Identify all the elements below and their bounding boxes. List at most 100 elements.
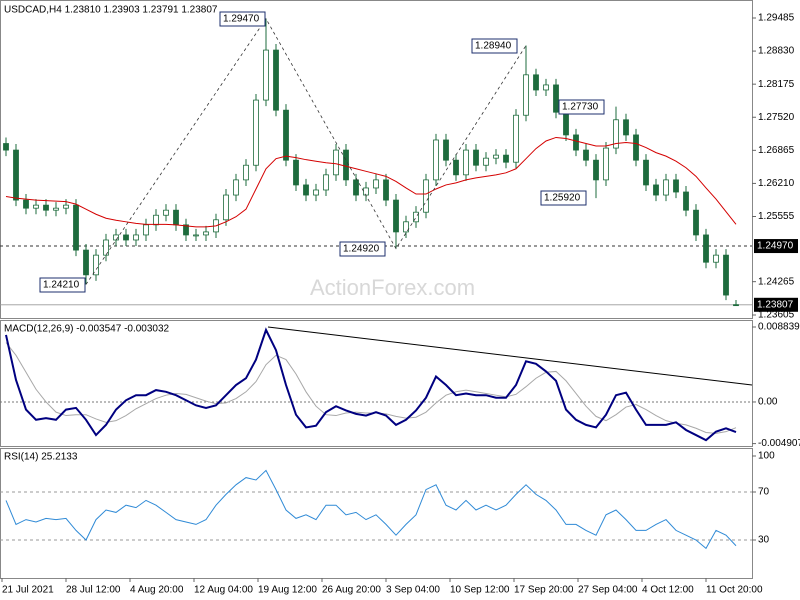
candle-body (103, 239, 109, 256)
candle-body (173, 209, 179, 226)
candle-body (723, 254, 729, 296)
candle-body (653, 184, 659, 196)
x-tick-label: 17 Sep 20:00 (514, 585, 574, 596)
candle-body (143, 224, 149, 236)
annotation-box (471, 38, 518, 54)
y-tick-label: 1.23605 (758, 310, 795, 321)
y-tick-label: 1.26210 (758, 178, 795, 189)
candle-body (283, 109, 289, 161)
candle-body (593, 159, 599, 181)
candle-body (23, 199, 29, 209)
candle-body (413, 211, 419, 223)
candle-body (613, 119, 619, 149)
annotation: 1.24920 (343, 244, 380, 255)
candle-body (533, 74, 539, 91)
price-tag (754, 239, 798, 254)
candle-body (3, 143, 9, 151)
y-tick-label: 1.28830 (758, 46, 795, 57)
candle-body (633, 134, 639, 161)
candle-body (503, 154, 509, 163)
candle-body (453, 159, 459, 176)
candle-body (63, 204, 69, 209)
price-panel (0, 0, 753, 319)
candle-body (403, 221, 409, 233)
candle-body (733, 304, 739, 307)
annotation: 1.27730 (562, 102, 599, 113)
rsi-line (5, 469, 737, 550)
candle-body (343, 149, 349, 181)
y-tick-label: 100 (758, 451, 775, 462)
annotation-box (39, 277, 86, 293)
candle-body (13, 149, 19, 201)
candle-body (243, 164, 249, 181)
rsi-title: RSI(14) 25.2133 (4, 452, 78, 463)
annotation: 1.24210 (43, 280, 80, 291)
y-tick-label: 1.27520 (758, 112, 795, 123)
x-tick-label: 12 Aug 04:00 (194, 585, 253, 596)
price-tag-label: 1.24970 (757, 241, 794, 252)
x-tick-label: 19 Aug 12:00 (258, 585, 317, 596)
x-tick-label: 11 Oct 20:00 (706, 585, 763, 596)
moving-average (5, 136, 737, 228)
x-tick-label: 10 Sep 12:00 (450, 585, 510, 596)
candle-body (473, 149, 479, 166)
candle-body (563, 111, 569, 136)
candle-body (663, 179, 669, 196)
candle-body (483, 157, 489, 166)
y-tick-label: 70 (758, 487, 770, 498)
candle-body (513, 114, 519, 163)
candle-body (123, 234, 129, 241)
candle-body (673, 179, 679, 193)
x-tick-label: 3 Sep 04:00 (386, 585, 440, 596)
candle-body (233, 179, 239, 196)
candle-body (393, 199, 399, 233)
candle-body (43, 204, 49, 211)
candle-body (603, 147, 609, 181)
x-tick-label: 4 Oct 12:00 (642, 585, 694, 596)
candle-body (203, 231, 209, 236)
annotation-box (339, 241, 386, 257)
candle-body (703, 234, 709, 263)
x-tick-label: 28 Jul 12:00 (66, 585, 121, 596)
candle-body (493, 154, 499, 159)
candle-body (353, 179, 359, 196)
annotation: 1.29470 (223, 14, 260, 25)
annotation: 1.25920 (544, 193, 581, 204)
price-tag (754, 297, 798, 312)
candle-body (223, 194, 229, 221)
candle-body (253, 99, 259, 166)
y-tick-label: 30 (758, 535, 770, 546)
y-tick-label: 0.00 (758, 397, 778, 408)
candle-body (463, 149, 469, 176)
price-title: USDCAD,H4 1.23810 1.23903 1.23791 1.2380… (4, 5, 218, 16)
candle-body (433, 139, 439, 181)
x-tick-label: 26 Aug 20:00 (322, 585, 381, 596)
candle-body (303, 184, 309, 196)
macd-title: MACD(12,26,9) -0.003547 -0.003032 (4, 324, 170, 335)
candle-body (623, 119, 629, 136)
candle-body (193, 234, 199, 237)
candle-body (523, 74, 529, 116)
candle-body (693, 209, 699, 236)
candle-body (713, 254, 719, 263)
price-tag-label: 1.23807 (757, 299, 794, 310)
macd-line (5, 327, 737, 442)
candle-body (133, 234, 139, 241)
candle-body (383, 179, 389, 201)
candle-body (53, 207, 59, 211)
y-tick-label: 1.29485 (758, 13, 795, 24)
trend-line (267, 326, 753, 386)
x-tick-label: 4 Aug 20:00 (130, 585, 184, 596)
candle-body (293, 159, 299, 186)
candle-body (543, 84, 549, 91)
annotation-box (540, 190, 587, 206)
candle-body (363, 187, 369, 196)
candle-body (33, 204, 39, 209)
y-tick-label: 1.24265 (758, 276, 795, 287)
candle-body (333, 149, 339, 176)
annotation-box (219, 11, 266, 27)
candle-body (573, 134, 579, 151)
candle-body (183, 224, 189, 236)
y-tick-label: 0.008839 (758, 322, 800, 333)
